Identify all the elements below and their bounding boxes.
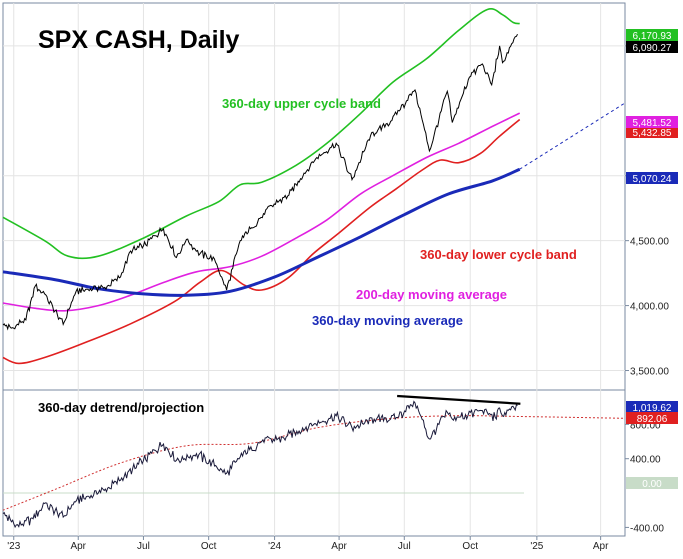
360-day-upper-cycle-band-line: [2, 8, 520, 260]
badge-360-day-ma: 5,070.24: [626, 172, 678, 185]
x-tick-label: Apr: [70, 541, 86, 552]
x-tick-label: Jul: [398, 541, 411, 552]
x-tick-label: '23: [7, 541, 20, 552]
badge-detrend-box: [626, 401, 678, 413]
200-day-moving-average-line: [2, 112, 521, 312]
y-tick-label: 800.00: [630, 420, 661, 431]
badge-lower-band-text: 5,432.85: [633, 128, 672, 139]
annotation-lower-band: 360-day lower cycle band: [420, 247, 577, 262]
y-tick-label: 4,500.00: [630, 237, 669, 248]
badge-360-day-ma-box: [626, 172, 678, 184]
detrend-trendline: [397, 394, 521, 405]
badge-lower-band-box: [626, 126, 678, 138]
x-tick-label: '24: [268, 541, 281, 552]
badge-zero-text: 0.00: [642, 479, 662, 490]
y-tick-label: 4,000.00: [630, 302, 669, 313]
annotation-360-day-ma: 360-day moving average: [312, 313, 463, 328]
annotation-200-day-ma: 200-day moving average: [356, 287, 507, 302]
badge-detrend-text: 1,019.62: [633, 403, 672, 414]
value-badges: 6,170.936,090.27 5,432.855,481.52 5,070.24…: [626, 29, 678, 490]
y-tick-label: 3,500.00: [630, 367, 669, 378]
badge-detrend: 1,019.62: [626, 401, 678, 414]
badge-lower-band: 5,432.85: [626, 126, 678, 139]
badge-upper-band-text: 6,170.93: [633, 31, 672, 42]
badge-200-day-ma: 5,481.52: [626, 116, 678, 129]
badge-360-day-ma-text: 5,070.24: [633, 174, 672, 185]
badge-upper-band: 6,170.93: [626, 29, 678, 42]
x-tick-label: Jul: [137, 541, 150, 552]
badge-price: 6,090.27: [626, 41, 678, 54]
x-tick-label: Apr: [593, 541, 609, 552]
badge-detrend-projection-box: [626, 412, 678, 424]
badge-price-text: 6,090.27: [633, 43, 672, 54]
badge-200-day-ma-box: [626, 116, 678, 128]
x-tick-label: Apr: [331, 541, 347, 552]
x-tick-label: '25: [530, 541, 543, 552]
annotation-upper-band: 360-day upper cycle band: [222, 96, 381, 111]
spx-price-line: [2, 33, 518, 331]
badge-200-day-ma-text: 5,481.52: [633, 118, 672, 129]
grid: [3, 3, 625, 536]
lower-panel-title: 360-day detrend/projection: [38, 400, 204, 415]
y-tick-label: -400.00: [630, 523, 664, 534]
badge-detrend-projection: 892.06: [626, 412, 678, 425]
badge-upper-band-box: [626, 29, 678, 41]
x-tick-label: Oct: [462, 541, 478, 552]
chart-title: SPX CASH, Daily: [38, 26, 240, 54]
x-axis-labels: '23 Apr Jul Oct '24 Apr Jul Oct '25 Apr: [7, 536, 609, 552]
ma-projection-line: [519, 102, 626, 170]
y-tick-label: 400.00: [630, 455, 661, 466]
badge-zero: 0.00: [626, 477, 678, 490]
main-panel-lines: [2, 8, 626, 365]
plot-frame: [2, 2, 626, 537]
badge-zero-box: [626, 477, 678, 489]
badge-price-box: [626, 41, 678, 53]
badge-detrend-projection-text: 892.06: [637, 414, 668, 425]
360-day-lower-cycle-band-line: [2, 118, 521, 365]
detrend-line: [2, 400, 518, 529]
x-tick-label: Oct: [201, 541, 217, 552]
lower-panel-lines: [2, 394, 626, 529]
